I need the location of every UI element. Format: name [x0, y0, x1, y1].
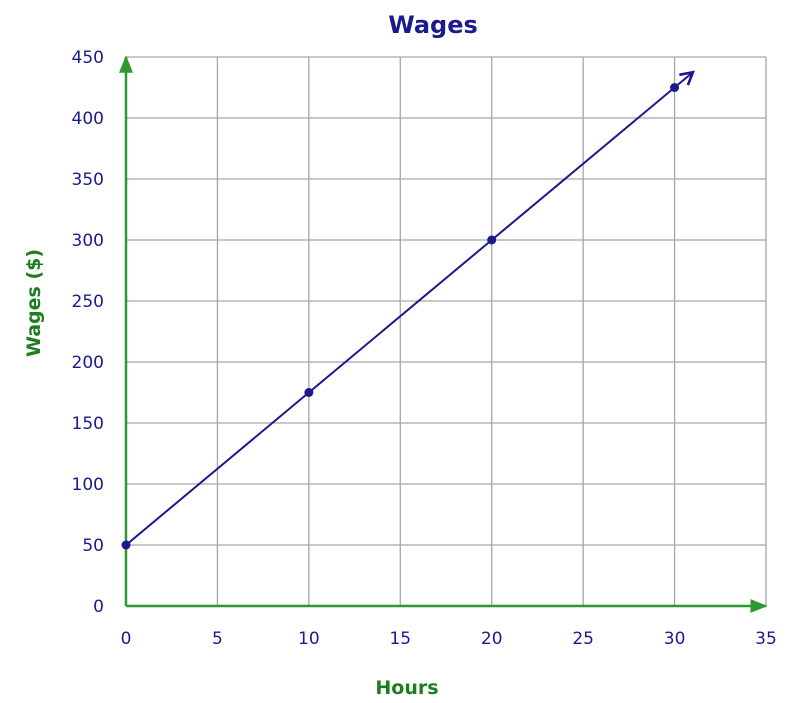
y-tick-label-150: 150 [72, 414, 104, 434]
data-point-0 [121, 540, 131, 550]
x-tick-labels: 0 5 10 15 20 25 30 35 [121, 629, 777, 649]
series [121, 72, 693, 550]
y-tick-label-300: 300 [72, 231, 104, 251]
axes [119, 55, 768, 613]
x-tick-label-35: 35 [755, 629, 777, 649]
y-tick-label-0: 0 [93, 597, 104, 617]
y-tick-label-400: 400 [72, 109, 104, 129]
chart-title: Wages [388, 11, 478, 39]
x-tick-label-0: 0 [121, 629, 132, 649]
series-line-0 [125, 72, 693, 546]
x-tick-label-5: 5 [212, 629, 223, 649]
x-tick-label-25: 25 [572, 629, 594, 649]
data-point-10 [304, 388, 314, 397]
x-tick-label-30: 30 [664, 629, 686, 649]
y-tick-labels: 0 50 100 150 200 250 300 350 400 450 [72, 48, 104, 617]
x-axis-title: Hours [375, 677, 438, 699]
y-tick-label-200: 200 [72, 353, 104, 373]
y-tick-label-50: 50 [82, 536, 104, 556]
x-tick-label-20: 20 [481, 629, 503, 649]
y-tick-label-450: 450 [72, 48, 104, 68]
data-point-30 [670, 83, 680, 92]
x-tick-label-15: 15 [389, 629, 411, 649]
data-point-20 [487, 235, 497, 245]
y-tick-label-350: 350 [72, 170, 104, 190]
y-tick-label-250: 250 [72, 292, 104, 312]
y-axis-title: Wages ($) [23, 249, 45, 357]
y-tick-label-100: 100 [72, 475, 104, 495]
x-tick-label-10: 10 [298, 629, 320, 649]
grid [126, 56, 767, 606]
